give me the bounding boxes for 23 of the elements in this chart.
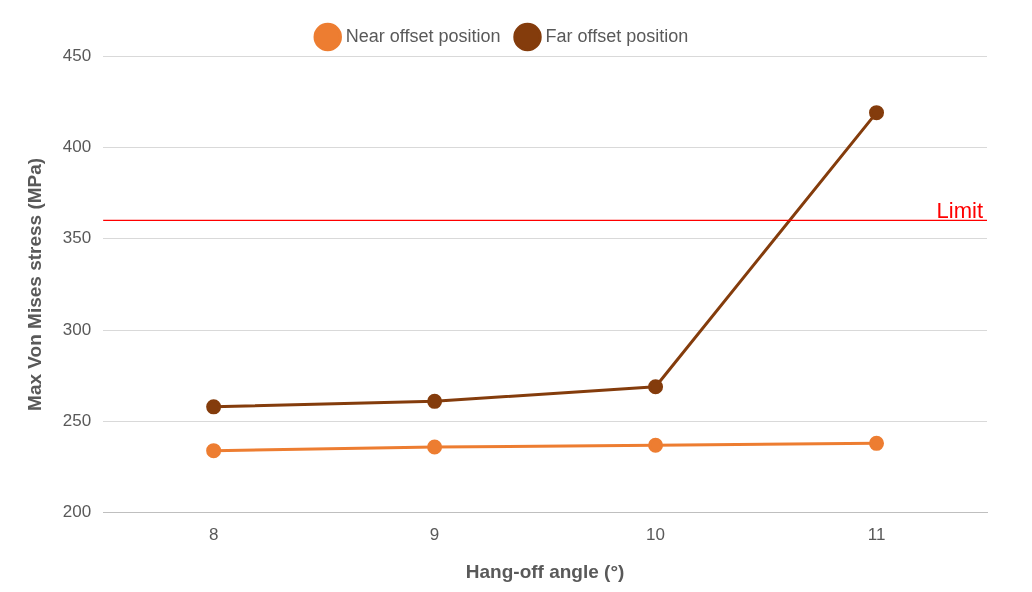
legend-label: Near offset position (345, 25, 501, 46)
y-tick-label: 200 (62, 502, 92, 522)
y-tick-label: 400 (62, 137, 92, 157)
y-axis-title: Max Von Mises stress (MPa) (23, 157, 45, 411)
point (206, 443, 222, 459)
legend-label: Far offset position (545, 25, 689, 46)
ref-line-label: Limit (936, 197, 983, 223)
y-tick-label: 250 (62, 411, 92, 431)
point (206, 399, 222, 415)
point (869, 435, 885, 451)
y-tick-label: 300 (62, 319, 92, 339)
x-tick-label: 11 (867, 524, 886, 544)
point (427, 439, 443, 455)
x-tick-label: 9 (429, 524, 440, 544)
point (427, 393, 443, 409)
x-tick-label: 8 (208, 524, 219, 544)
x-tick-label: 10 (646, 524, 666, 544)
y-tick-label: 450 (62, 45, 92, 65)
x-axis-title: Hang-off angle (°) (465, 560, 625, 582)
y-tick-label: 350 (62, 228, 92, 248)
point (648, 379, 664, 395)
point (648, 437, 664, 453)
point (869, 105, 885, 121)
